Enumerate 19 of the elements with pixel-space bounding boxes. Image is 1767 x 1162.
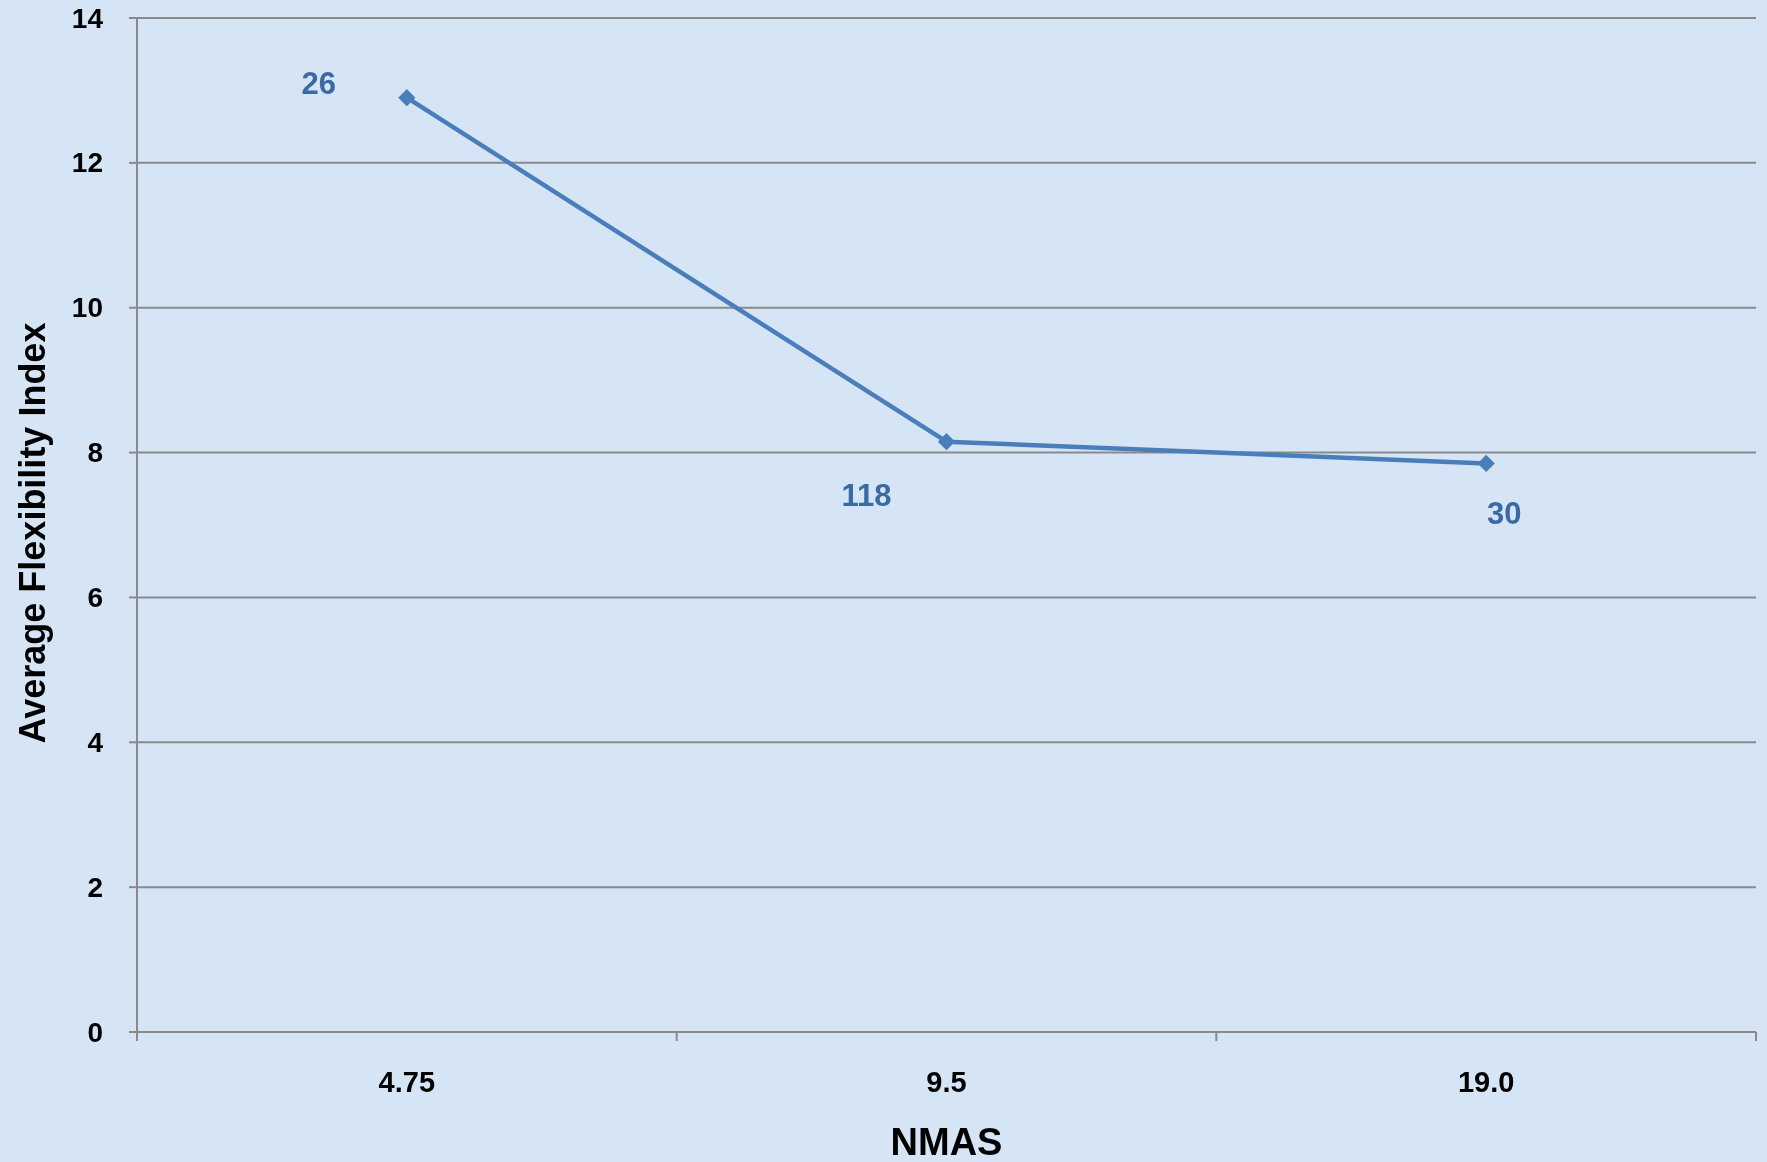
annotation: 26: [301, 66, 337, 102]
annotation: 30: [1486, 495, 1522, 531]
x-tick-label: 4.75: [378, 1066, 436, 1098]
x-axis-title: NMAS: [890, 1121, 1003, 1162]
point: [398, 89, 416, 107]
point: [937, 433, 956, 451]
y-tick-label: 12: [71, 147, 103, 179]
y-tick-label: 0: [87, 1016, 103, 1048]
point: [1477, 454, 1495, 473]
y-tick-label: 2: [87, 871, 103, 903]
y-tick-label: 6: [87, 581, 103, 613]
y-tick-label: 8: [87, 437, 103, 469]
y-axis-title: Average Flexibility Index: [11, 322, 53, 744]
y-tick-label: 14: [71, 2, 104, 34]
annotation: 118: [841, 478, 892, 514]
x-tick-label: 19.0: [1457, 1066, 1515, 1098]
y-tick-label: 10: [71, 292, 103, 324]
x-tick-label: 9.5: [926, 1066, 967, 1098]
y-tick-label: 4: [87, 726, 104, 758]
